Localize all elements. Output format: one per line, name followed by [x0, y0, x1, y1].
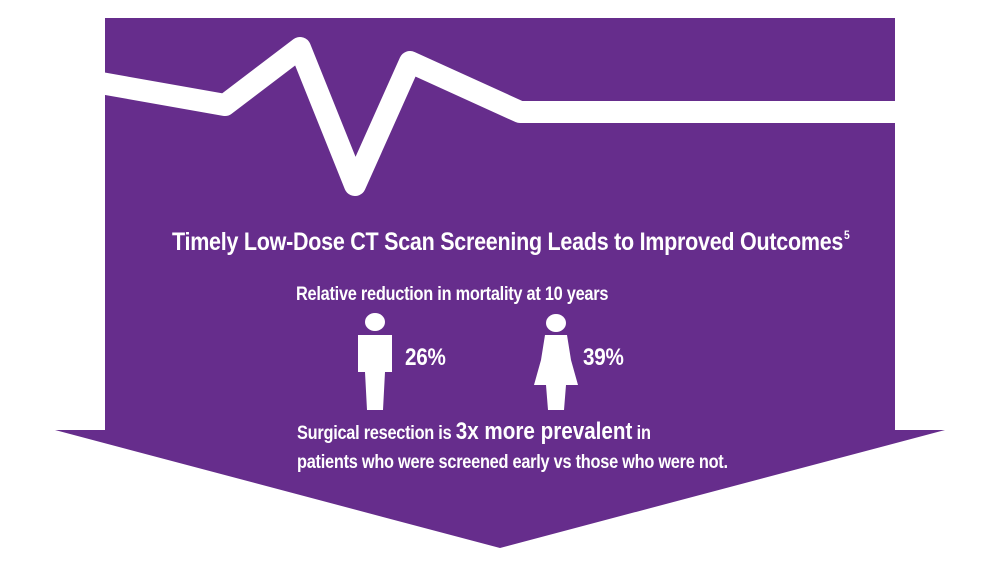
resection-emphasis: 3x more prevalent — [455, 418, 633, 445]
page-title: Timely Low-Dose CT Scan Screening Leads … — [172, 228, 850, 256]
resection-statement-line1: Surgical resection is 3x more prevalent … — [297, 418, 651, 445]
female-mortality-reduction: 39% — [583, 344, 624, 371]
female-figure-icon — [534, 314, 578, 410]
title-footnote-ref: 5 — [843, 228, 850, 242]
male-mortality-reduction: 26% — [405, 344, 446, 371]
stats-subtitle: Relative reduction in mortality at 10 ye… — [296, 284, 609, 305]
male-figure-icon — [358, 313, 392, 410]
resection-statement-line2: patients who were screened early vs thos… — [297, 452, 728, 473]
purple-down-arrow — [55, 18, 945, 548]
heartbeat-line-icon — [93, 37, 905, 196]
